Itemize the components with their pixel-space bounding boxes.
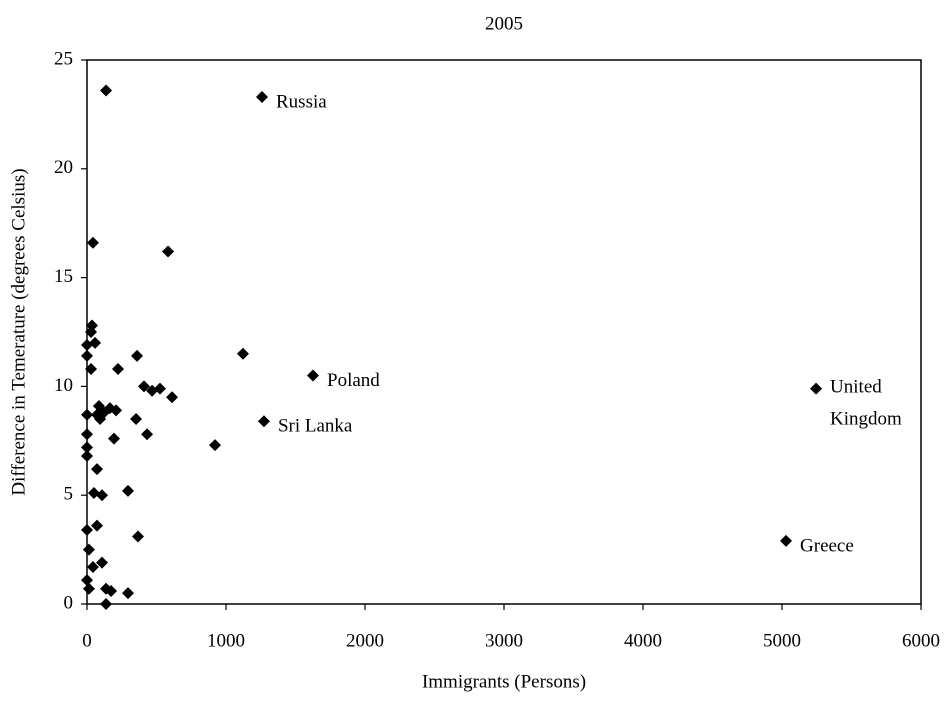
point (166, 391, 179, 404)
point (162, 245, 175, 258)
point-label: United Kingdom (830, 377, 902, 430)
point (780, 534, 793, 547)
point (96, 489, 109, 502)
point (122, 484, 135, 497)
point (153, 382, 166, 395)
x-tick-label: 5000 (763, 630, 801, 651)
point-label: Poland (327, 370, 380, 391)
point (810, 382, 823, 395)
x-tick-label: 3000 (485, 630, 523, 651)
point (105, 584, 118, 597)
point (257, 415, 270, 428)
point (81, 524, 93, 537)
point (81, 450, 93, 463)
point (91, 463, 104, 476)
point (91, 519, 104, 532)
point-label: Greece (800, 535, 854, 556)
point (85, 362, 98, 375)
y-tick-label: 10 (54, 375, 73, 396)
point (307, 369, 320, 382)
point (132, 530, 145, 543)
point (137, 380, 150, 393)
point (96, 556, 109, 569)
point (81, 428, 93, 441)
y-tick-label: 20 (54, 157, 73, 178)
point (107, 432, 120, 445)
point (141, 428, 154, 441)
y-tick-label: 25 (54, 48, 73, 69)
point (130, 413, 143, 426)
y-axis-label: Difference in Temerature (degrees Celsiu… (8, 168, 29, 495)
point (85, 326, 98, 338)
y-tick-label: 0 (64, 592, 74, 613)
x-axis-label: Immigrants (Persons) (422, 671, 586, 692)
point (236, 347, 249, 360)
point (111, 362, 124, 375)
point (100, 598, 113, 610)
point (100, 84, 113, 97)
point (110, 404, 123, 417)
point (81, 349, 93, 362)
point-label: Russia (276, 91, 327, 112)
chart-title: 2005 (485, 13, 523, 34)
point-label: Sri Lanka (278, 416, 353, 437)
point (256, 90, 269, 103)
point (122, 587, 135, 600)
x-tick-label: 0 (82, 630, 92, 651)
point (81, 441, 93, 454)
x-tick-label: 4000 (624, 630, 662, 651)
y-tick-label: 15 (54, 266, 73, 287)
point (86, 236, 99, 249)
point (82, 582, 95, 595)
x-tick-label: 1000 (207, 630, 245, 651)
point (209, 439, 222, 452)
x-tick-label: 6000 (902, 630, 940, 651)
point (86, 561, 99, 574)
x-tick-label: 2000 (346, 630, 384, 651)
point (81, 408, 93, 421)
plot-frame (86, 59, 922, 605)
point (131, 349, 144, 362)
point (82, 543, 95, 556)
point (81, 339, 93, 352)
point (81, 574, 93, 587)
y-tick-label: 5 (64, 484, 74, 505)
